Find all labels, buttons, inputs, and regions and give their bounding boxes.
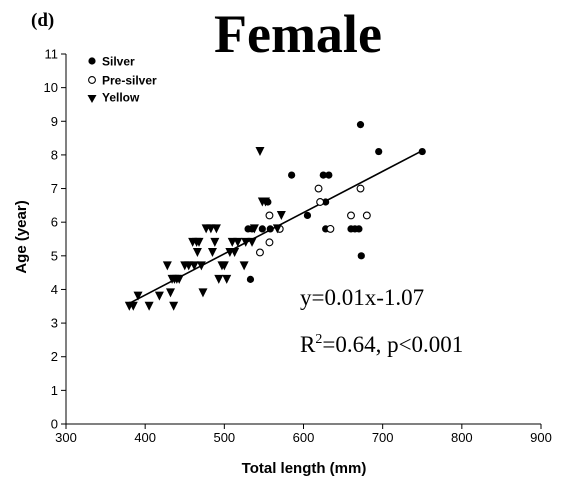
x-tick-label: 700 <box>372 430 394 445</box>
point-silver <box>355 225 363 233</box>
x-tick-label: 900 <box>530 430 552 445</box>
point-yellow <box>192 247 202 257</box>
data-points <box>124 121 426 311</box>
point-pre-silver <box>362 211 371 220</box>
series-yellow <box>124 147 286 311</box>
point-yellow <box>207 247 217 257</box>
x-tick-label: 400 <box>134 430 156 445</box>
point-pre-silver <box>326 224 335 233</box>
point-silver <box>375 147 383 156</box>
regression-equation: y=0.01x-1.07 <box>300 285 424 310</box>
legend-marker-pre-silver <box>88 76 96 84</box>
y-tick-label: 0 <box>51 417 58 432</box>
point-yellow <box>247 237 257 247</box>
legend-marker-yellow <box>87 95 97 103</box>
point-pre-silver <box>314 184 323 193</box>
point-yellow <box>189 261 199 271</box>
point-pre-silver <box>256 248 264 257</box>
point-yellow <box>222 274 232 284</box>
y-tick-label: 2 <box>51 349 58 364</box>
point-yellow <box>128 301 138 311</box>
r-superscript: 2 <box>315 332 322 347</box>
series-pre-silver <box>256 184 371 257</box>
point-yellow <box>255 147 265 157</box>
point-yellow <box>194 237 204 247</box>
point-yellow <box>162 261 172 271</box>
point-pre-silver <box>316 198 325 206</box>
legend: Silver Pre-silver Yellow <box>87 55 157 105</box>
point-yellow <box>241 237 251 247</box>
y-axis-title: Age (year) <box>13 200 30 273</box>
axes <box>65 54 541 425</box>
point-yellow <box>261 197 270 207</box>
point-yellow <box>219 261 229 271</box>
point-yellow <box>272 224 282 234</box>
y-tick-label: 4 <box>51 282 58 297</box>
point-yellow <box>196 261 206 271</box>
point-silver <box>266 225 274 233</box>
regression-stats: R2=0.64, p<0.001 <box>300 332 463 357</box>
y-tick-label: 7 <box>51 181 58 196</box>
point-yellow <box>211 224 221 234</box>
y-tick-label: 5 <box>51 248 58 263</box>
y-tick-label: 8 <box>51 147 58 162</box>
point-yellow <box>144 301 154 311</box>
x-tick-label: 500 <box>213 430 235 445</box>
point-yellow <box>169 301 179 311</box>
point-silver <box>303 211 312 220</box>
legend-label-pre-silver: Pre-silver <box>102 74 157 88</box>
legend-label-silver: Silver <box>102 55 135 69</box>
point-yellow <box>214 274 224 284</box>
point-pre-silver <box>265 211 274 220</box>
point-silver <box>357 252 365 260</box>
y-tick-label: 6 <box>51 215 58 230</box>
point-pre-silver <box>265 238 274 247</box>
point-pre-silver <box>356 184 365 193</box>
point-yellow <box>198 288 208 298</box>
point-yellow <box>154 291 164 301</box>
x-tick-label: 600 <box>293 430 315 445</box>
series-silver <box>244 121 426 283</box>
point-silver <box>246 275 255 283</box>
panel-label: (d) <box>31 10 54 31</box>
y-tick-label: 11 <box>45 47 59 62</box>
point-yellow <box>230 247 240 257</box>
point-yellow <box>133 291 143 301</box>
ticks: 300 400 500 600 700 800 900 0 1 2 3 4 5 6 7 8 9 10 11 <box>44 47 552 446</box>
point-yellow <box>174 274 184 284</box>
point-yellow <box>233 237 243 247</box>
point-silver <box>418 147 426 156</box>
r-prefix: R <box>300 332 316 357</box>
r-stats-text: =0.64, p<0.001 <box>322 332 463 357</box>
point-silver <box>319 171 327 179</box>
y-tick-label: 9 <box>51 114 58 129</box>
y-tick-label: 10 <box>44 80 58 95</box>
x-tick-label: 300 <box>55 430 77 445</box>
point-yellow <box>276 210 286 220</box>
x-tick-label: 800 <box>451 430 473 445</box>
point-silver <box>356 121 365 129</box>
point-silver <box>288 171 296 179</box>
x-axis-title: Total length (mm) <box>242 460 367 477</box>
point-pre-silver <box>347 211 355 220</box>
chart-title: Female <box>214 4 382 64</box>
legend-marker-silver <box>88 57 96 65</box>
legend-label-yellow: Yellow <box>102 91 140 105</box>
point-yellow <box>239 261 249 271</box>
point-yellow <box>249 224 259 234</box>
point-yellow <box>210 237 220 247</box>
y-tick-label: 1 <box>51 383 58 398</box>
y-tick-label: 3 <box>51 316 58 331</box>
point-silver <box>322 198 330 206</box>
point-silver <box>325 171 333 179</box>
point-yellow <box>166 288 175 298</box>
point-silver <box>258 225 266 233</box>
